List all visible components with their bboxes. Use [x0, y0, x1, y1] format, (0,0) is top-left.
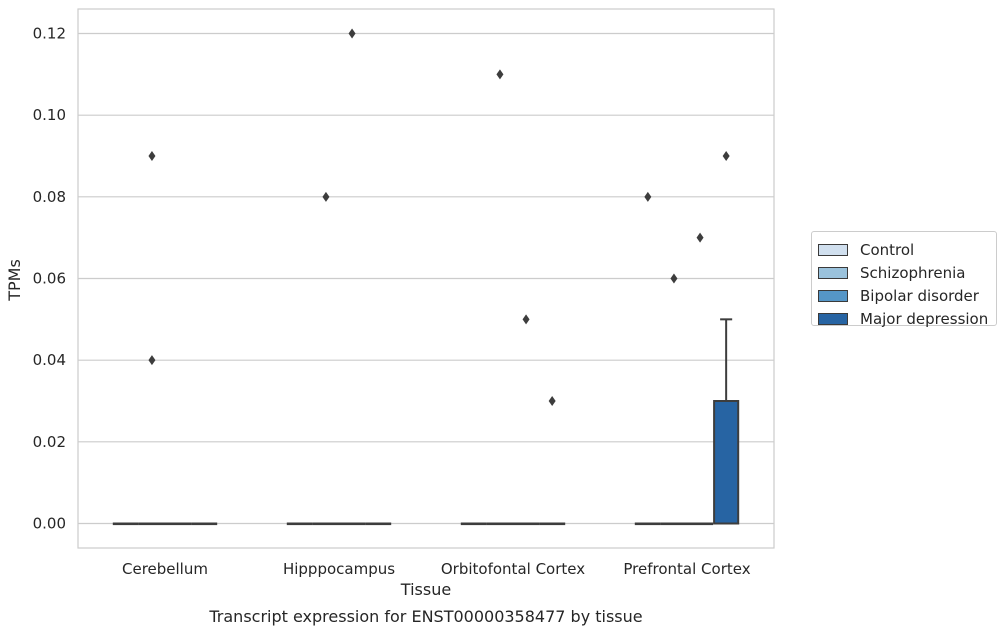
x-tick-label: Orbitofontal Cortex [441, 560, 585, 578]
legend-label: Schizophrenia [860, 263, 966, 282]
chart-caption: Transcript expression for ENST0000035847… [208, 607, 642, 626]
x-tick-label: Cerebellum [122, 560, 208, 578]
outlier-point [322, 191, 330, 202]
outlier-point [696, 232, 704, 243]
outlier-point [722, 151, 730, 161]
y-tick-label: 0.04 [33, 351, 66, 369]
y-axis-label: TPMs [5, 259, 24, 302]
outlier-point [348, 28, 356, 39]
legend-item: Major depression [818, 307, 996, 330]
y-tick-label: 0.00 [33, 515, 66, 533]
outlier-point [522, 314, 530, 325]
legend: Control Schizophrenia Bipolar disorder Majo… [811, 231, 997, 328]
legend-label: Bipolar disorder [860, 286, 979, 305]
legend-label: Major depression [860, 309, 989, 328]
legend-swatch [818, 266, 848, 279]
outlier-point [148, 151, 156, 161]
legend-item: Schizophrenia [818, 261, 996, 284]
x-tick-label: Prefrontal Cortex [623, 560, 750, 578]
gridlines [78, 32, 774, 525]
legend-swatch [818, 312, 848, 325]
outlier-point [670, 273, 678, 284]
outlier-point [644, 191, 652, 202]
y-tick-label: 0.08 [33, 188, 66, 206]
plot-data [112, 28, 740, 526]
y-tick-label: 0.02 [33, 433, 66, 451]
y-tick-label: 0.06 [33, 270, 66, 288]
outlier-point [496, 69, 504, 80]
x-tick-label: Hipppocampus [283, 560, 395, 578]
x-tick-labels: Cerebellum Hipppocampus Orbitofontal Corte… [122, 560, 751, 578]
y-tick-label: 0.10 [33, 106, 66, 124]
plot-frame [77, 8, 775, 549]
outlier-point [548, 396, 556, 406]
legend-label: Control [860, 240, 915, 259]
box-3-3 [713, 400, 740, 525]
legend-item: Control [818, 238, 996, 261]
y-tick-label: 0.12 [33, 25, 66, 43]
outlier-point [148, 355, 156, 366]
y-tick-labels: 0.00 0.02 0.04 0.06 0.08 0.10 0.12 [33, 25, 66, 533]
legend-swatch [818, 243, 848, 256]
legend-swatch [818, 289, 848, 302]
legend-item: Bipolar disorder [818, 284, 996, 307]
x-axis-label: Tissue [400, 580, 451, 599]
